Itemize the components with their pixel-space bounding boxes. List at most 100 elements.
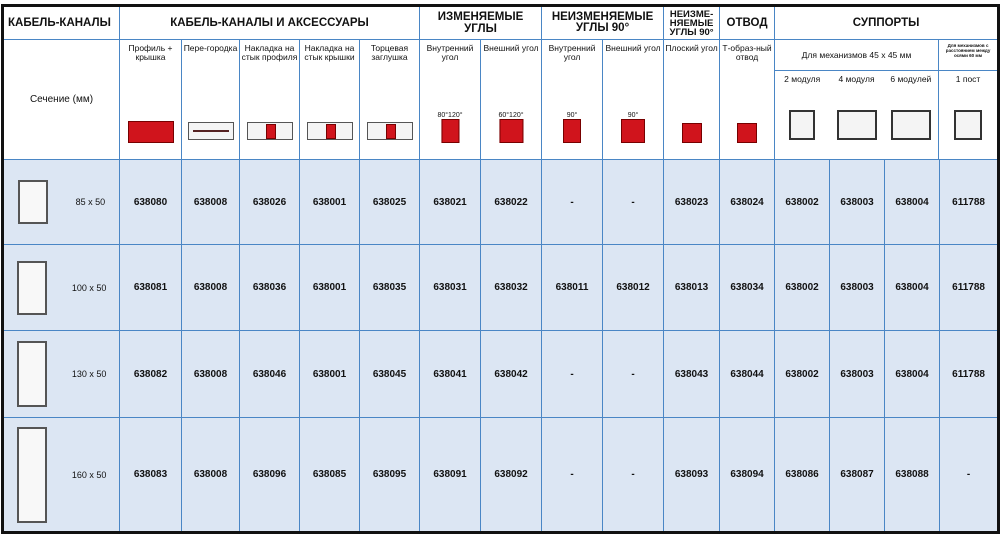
header-supports: СУППОРТЫ (774, 5, 1000, 40)
product-code: 638080 (119, 159, 182, 245)
column-header: Пере-городка (181, 39, 240, 160)
product-code: 638001 (299, 159, 360, 245)
product-code: 638013 (663, 244, 721, 331)
product-code: 638094 (719, 417, 776, 533)
profile-section-icon (16, 341, 47, 407)
product-code: 638086 (774, 417, 831, 533)
product-code: 638085 (299, 417, 360, 533)
table-row: 85 x 50 638080 638008 638026 638001 638025 638… (2, 159, 1000, 245)
product-code: 638003 (829, 244, 886, 331)
cable-channel-table: КАБЕЛЬ-КАНАЛЫ КАБЕЛЬ-КАНАЛЫ И АКСЕССУАРЫ… (1, 4, 1000, 534)
product-code: - (541, 159, 604, 245)
product-code: 638002 (774, 244, 831, 331)
product-code: 611788 (939, 330, 1000, 418)
product-code: - (602, 330, 665, 418)
product-code: 638045 (358, 330, 421, 418)
product-code: 638012 (602, 244, 665, 331)
section-size: 100 x 50 (71, 282, 107, 293)
inner-corner-icon: 80°120° (437, 112, 463, 143)
support-1-icon (954, 110, 983, 143)
column-header: Внутренний угол 80°120° (419, 39, 482, 160)
column-header: 1 пост (939, 71, 997, 159)
product-code: 638025 (358, 159, 421, 245)
product-code: 638024 (719, 159, 776, 245)
product-code: - (541, 417, 604, 533)
column-header: 6 модулей (884, 71, 939, 159)
product-code: 638093 (663, 417, 721, 533)
outer-corner-icon: 90° (621, 112, 646, 143)
table-row: 100 x 50 638081 638008 638036 638001 638035 63… (2, 244, 1000, 331)
column-header: Профиль + крышка (119, 39, 182, 160)
column-header: Внешний угол 60°120° (480, 39, 543, 160)
table-row: 130 x 50 638082 638008 638046 638001 638045 63… (2, 330, 1000, 418)
product-code: 638008 (181, 417, 240, 533)
product-code: 638002 (774, 330, 831, 418)
column-header: Накладка на стык профиля (239, 39, 300, 160)
header-branch: ОТВОД (719, 5, 776, 40)
product-code: - (602, 417, 665, 533)
t-branch-icon (737, 123, 758, 143)
section-size: 130 x 50 (71, 369, 107, 379)
section-label: Сечение (мм) (2, 39, 120, 160)
product-code: 638042 (480, 330, 543, 418)
column-header: Внутренний угол 90° (541, 39, 604, 160)
product-code: 611788 (939, 244, 1000, 331)
table-row: 160 x 50 638083 638008 638096 638085 638095 63… (2, 417, 1000, 533)
column-header: 4 модуля (829, 71, 883, 159)
profile-cover-icon (127, 121, 174, 143)
product-code: 638036 (239, 244, 300, 331)
inner-corner-icon: 90° (563, 112, 582, 143)
section-cell: 85 x 50 (2, 159, 120, 245)
product-code: 638095 (358, 417, 421, 533)
column-header: Внешний угол 90° (602, 39, 665, 160)
product-code: 638092 (480, 417, 543, 533)
partition-icon (187, 122, 234, 143)
column-header: Плоский угол (663, 39, 721, 160)
product-code: 638001 (299, 244, 360, 331)
product-code: 638021 (419, 159, 482, 245)
product-code: 638004 (884, 330, 941, 418)
section-size: 85 x 50 (75, 197, 106, 207)
product-code: 638023 (663, 159, 721, 245)
product-code: 638034 (719, 244, 776, 331)
product-code: 638008 (181, 330, 240, 418)
product-code: 638087 (829, 417, 886, 533)
product-code: - (939, 417, 1000, 533)
profile-joint-icon (246, 122, 293, 143)
section-cell: 160 x 50 (2, 417, 120, 533)
product-code: 638035 (358, 244, 421, 331)
header-fixed-angles: НЕИЗМЕНЯЕМЫЕ УГЛЫ 90° (541, 5, 665, 40)
profile-section-icon (16, 426, 47, 523)
product-code: 638091 (419, 417, 482, 533)
supports-subheader: Для механизмов 45 x 45 мм Для механизмов … (774, 39, 1000, 160)
header-fixed-angles-flat: НЕИЗМЕ-НЯЕМЫЕ УГЛЫ 90° (663, 5, 721, 40)
column-header: Т-образ-ный отвод (719, 39, 776, 160)
product-code: 638088 (884, 417, 941, 533)
support-2-icon (789, 110, 816, 143)
column-header: Накладка на стык крышки (299, 39, 360, 160)
cover-joint-icon (306, 122, 353, 143)
profile-section-icon (17, 180, 48, 224)
product-code: 638046 (239, 330, 300, 418)
section-size: 160 x 50 (71, 469, 107, 480)
support-4-icon (836, 110, 877, 143)
product-code: 638004 (884, 244, 941, 331)
flat-corner-icon (681, 123, 702, 143)
product-code: 638011 (541, 244, 604, 331)
product-code: 638026 (239, 159, 300, 245)
product-code: 638083 (119, 417, 182, 533)
product-code: 638041 (419, 330, 482, 418)
section-cell: 100 x 50 (2, 244, 120, 331)
product-code: 638004 (884, 159, 941, 245)
column-header: 2 модуля (775, 71, 829, 159)
product-code: 638081 (119, 244, 182, 331)
product-code: - (602, 159, 665, 245)
product-code: 638008 (181, 159, 240, 245)
product-code: 638043 (663, 330, 721, 418)
product-code: 638044 (719, 330, 776, 418)
product-code: 638003 (829, 159, 886, 245)
product-code: 611788 (939, 159, 1000, 245)
product-code: 638082 (119, 330, 182, 418)
header-accessories: КАБЕЛЬ-КАНАЛЫ И АКСЕССУАРЫ (118, 5, 421, 40)
